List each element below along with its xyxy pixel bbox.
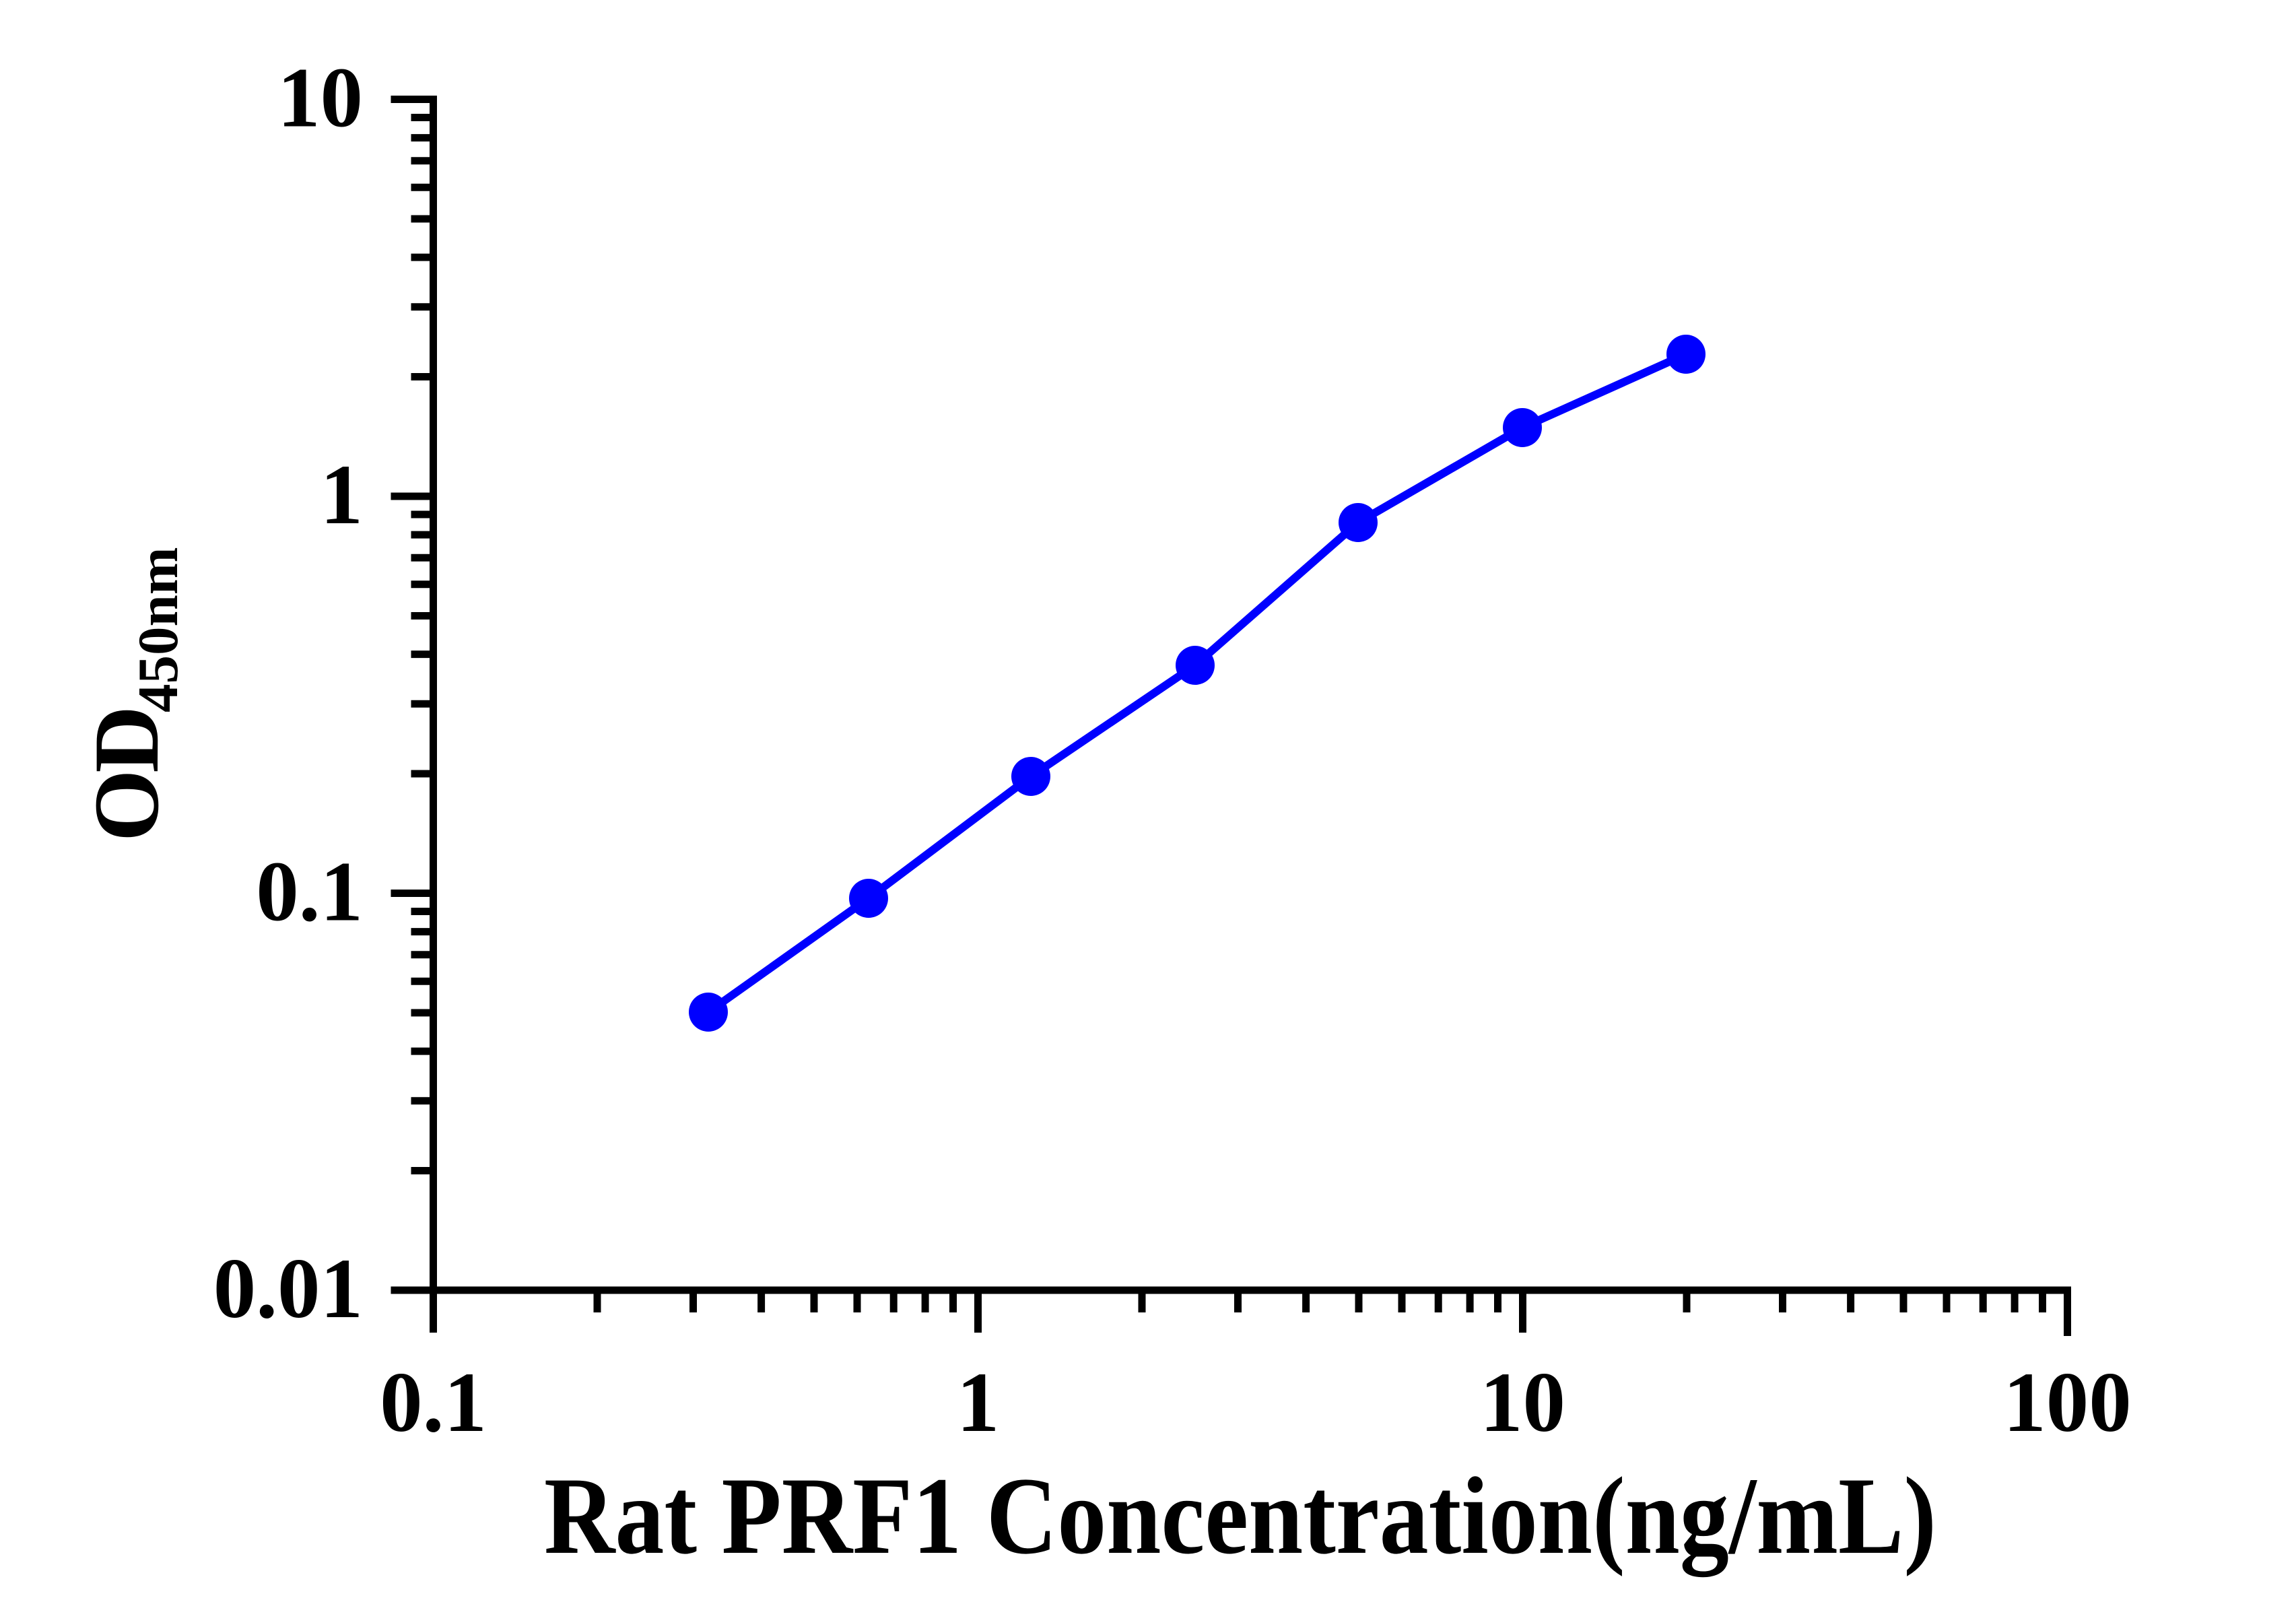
svg-text:OD450nm: OD450nm xyxy=(75,547,190,842)
svg-text:1: 1 xyxy=(320,448,364,542)
svg-text:1: 1 xyxy=(957,1356,1000,1450)
svg-text:Rat PRF1 Concentration(ng/mL): Rat PRF1 Concentration(ng/mL) xyxy=(544,1455,1936,1577)
svg-text:10: 10 xyxy=(277,51,363,145)
svg-text:0.1: 0.1 xyxy=(380,1356,487,1450)
svg-text:10: 10 xyxy=(1480,1356,1565,1450)
svg-text:100: 100 xyxy=(2003,1356,2132,1450)
svg-text:0.1: 0.1 xyxy=(256,845,363,939)
svg-text:0.01: 0.01 xyxy=(213,1242,363,1336)
